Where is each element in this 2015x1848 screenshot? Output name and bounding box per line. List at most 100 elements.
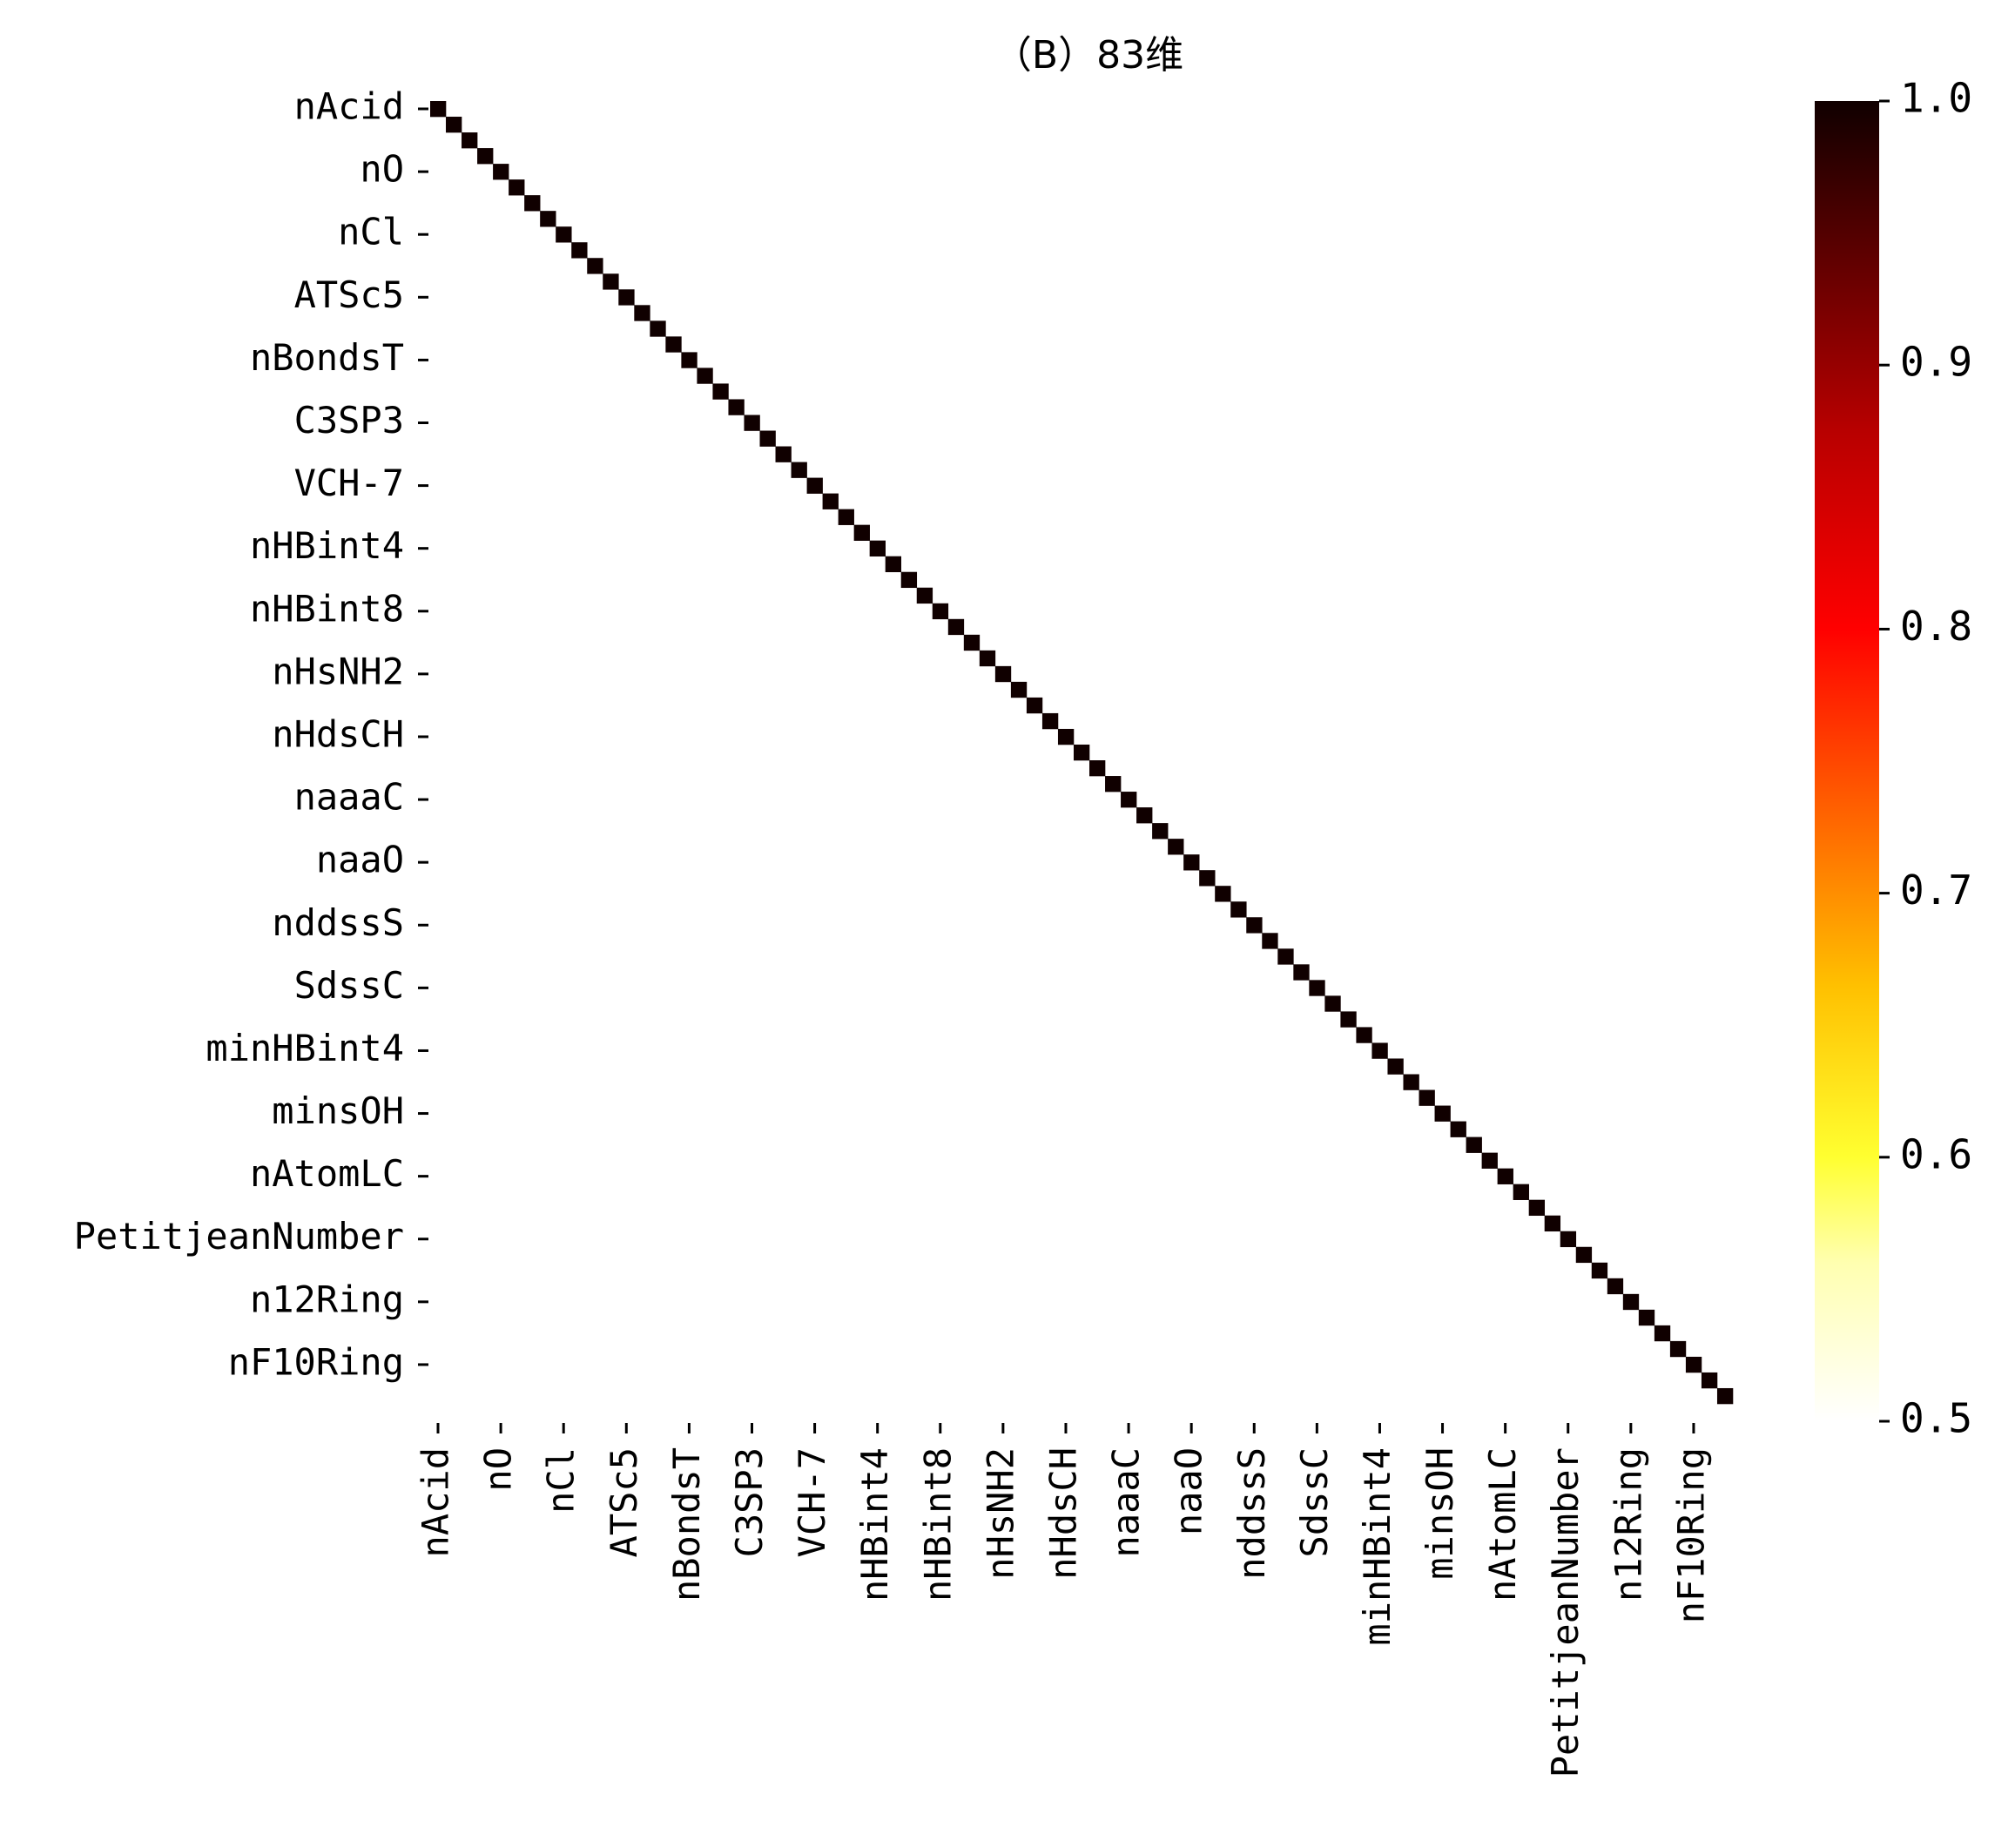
x-tick-label: minHBint4 (1356, 1447, 1398, 1646)
heatmap-cell (822, 493, 839, 509)
heatmap-cell (1324, 995, 1341, 1012)
y-tick-label: naaO (316, 839, 404, 881)
heatmap-cell (1136, 807, 1153, 824)
heatmap-cell (1183, 854, 1200, 871)
heatmap-cell (1168, 839, 1184, 855)
y-tick-label: minHBint4 (206, 1027, 404, 1069)
heatmap-cell (1309, 980, 1325, 996)
x-tick-label: naaaC (1105, 1447, 1148, 1557)
y-tick-label: VCH-7 (294, 462, 404, 504)
heatmap-cell (1434, 1105, 1451, 1122)
chart-title: （B）83维 (994, 33, 1183, 78)
x-tick-label: naaO (1168, 1447, 1210, 1535)
heatmap-cell (1340, 1011, 1357, 1028)
heatmap-cell (681, 352, 698, 368)
x-tick-label: n12Ring (1607, 1447, 1649, 1602)
heatmap-cell (524, 195, 541, 212)
heatmap-cell (1622, 1293, 1640, 1311)
x-tick-label: nBondsT (665, 1447, 708, 1602)
heatmap-cell (1356, 1027, 1372, 1043)
heatmap-cell (509, 179, 525, 196)
y-tick-label: nAcid (294, 85, 404, 128)
heatmap-cell (1701, 1372, 1718, 1389)
heatmap-cell (1419, 1089, 1435, 1106)
heatmap-cell (994, 665, 1012, 683)
y-tick-label: C3SP3 (294, 399, 404, 442)
heatmap-cell (1371, 1042, 1388, 1059)
y-tick-label: nddssS (272, 901, 404, 944)
x-tick-label: PetitjeanNumber (1544, 1447, 1587, 1777)
x-tick-label: VCH-7 (791, 1447, 833, 1557)
heatmap-cell (1716, 1387, 1734, 1405)
x-tick-label: C3SP3 (728, 1447, 771, 1557)
heatmap-cell (1591, 1262, 1608, 1279)
heatmap-cell (1669, 1340, 1687, 1358)
heatmap-cell (430, 101, 447, 118)
colorbar: 0.5 0.6 0.7 0.8 0.9 1.0 (1815, 75, 1972, 1442)
heatmap-cell (1544, 1215, 1561, 1232)
heatmap-cell (1277, 948, 1294, 965)
heatmap-cell (1215, 886, 1231, 902)
x-axis: nAcid nO nCl ATSc5 nBondsT C3SP3 VCH-7 nHBint4 n… (414, 1423, 1712, 1777)
colorbar-tick-label: 0.6 (1900, 1130, 1972, 1177)
heatmap-cell (1481, 1152, 1498, 1169)
heatmap-cell (947, 618, 965, 636)
heatmap-cell (1199, 870, 1216, 887)
heatmap-cell (932, 603, 949, 620)
heatmap-cell (900, 571, 918, 589)
y-tick-label: SdssC (294, 964, 404, 1007)
heatmap-cell (446, 117, 462, 133)
y-tick-label: n12Ring (250, 1278, 404, 1320)
y-tick-label: nHBint8 (250, 587, 404, 630)
x-tick-label: minsOH (1419, 1447, 1461, 1580)
heatmap-cell (1010, 681, 1028, 698)
x-tick-label: nHsNH2 (979, 1447, 1021, 1580)
heatmap-cell (1230, 901, 1247, 918)
y-tick-label: naaaC (294, 776, 404, 819)
heatmap-cell (493, 164, 509, 180)
y-tick-label: nHdsCH (272, 712, 404, 755)
heatmap-cell (1387, 1058, 1404, 1075)
x-tick-label: nAtomLC (1481, 1447, 1524, 1602)
heatmap-cell (1293, 964, 1310, 981)
heatmap-cell (587, 258, 603, 274)
heatmap-cell (838, 509, 854, 525)
heatmap-cell (979, 650, 996, 667)
heatmap-cell (869, 540, 886, 556)
y-tick-label: nF10Ring (228, 1340, 404, 1383)
heatmap-cell (477, 148, 494, 165)
heatmap-cell (634, 305, 650, 321)
y-tick-label: minsOH (272, 1089, 404, 1132)
heatmap-cell (1152, 823, 1169, 840)
heatmap-cell (462, 132, 478, 149)
heatmap-cell (963, 634, 981, 651)
heatmap-cell (1638, 1309, 1655, 1326)
heatmap-cell (1654, 1325, 1671, 1342)
heatmap-cell (1528, 1199, 1546, 1217)
heatmap-cell (603, 273, 619, 290)
heatmap-cell (1089, 760, 1106, 777)
heatmap-cell (759, 430, 776, 447)
heatmap-cell (728, 399, 745, 415)
heatmap-cell (540, 211, 556, 227)
colorbar-ticks: 0.5 0.6 0.7 0.8 0.9 1.0 (1879, 75, 1972, 1442)
x-tick-label: SdssC (1293, 1447, 1336, 1557)
heatmap-cell (1057, 728, 1075, 745)
heatmap-cell (697, 368, 713, 384)
heatmap-cell (916, 587, 933, 604)
heatmap-cell (571, 242, 588, 259)
heatmap-cell (1450, 1121, 1466, 1137)
heatmap-cell (556, 226, 572, 243)
x-tick-label: nHBint8 (916, 1447, 959, 1602)
heatmap-cell (885, 556, 902, 573)
x-tick-label: nHBint4 (853, 1447, 896, 1602)
colorbar-tick-label: 0.9 (1900, 339, 1972, 386)
y-axis: nAcid nO nCl ATSc5 nBondsT C3SP3 VCH-7 nHBint4 n… (74, 85, 428, 1383)
heatmap-cell (1073, 744, 1090, 761)
heatmap-cell (665, 336, 682, 353)
y-tick-label: ATSc5 (294, 273, 404, 316)
heatmap-cell (1121, 792, 1137, 808)
heatmap-cell (853, 524, 870, 541)
heatmap-cell (1560, 1231, 1577, 1248)
